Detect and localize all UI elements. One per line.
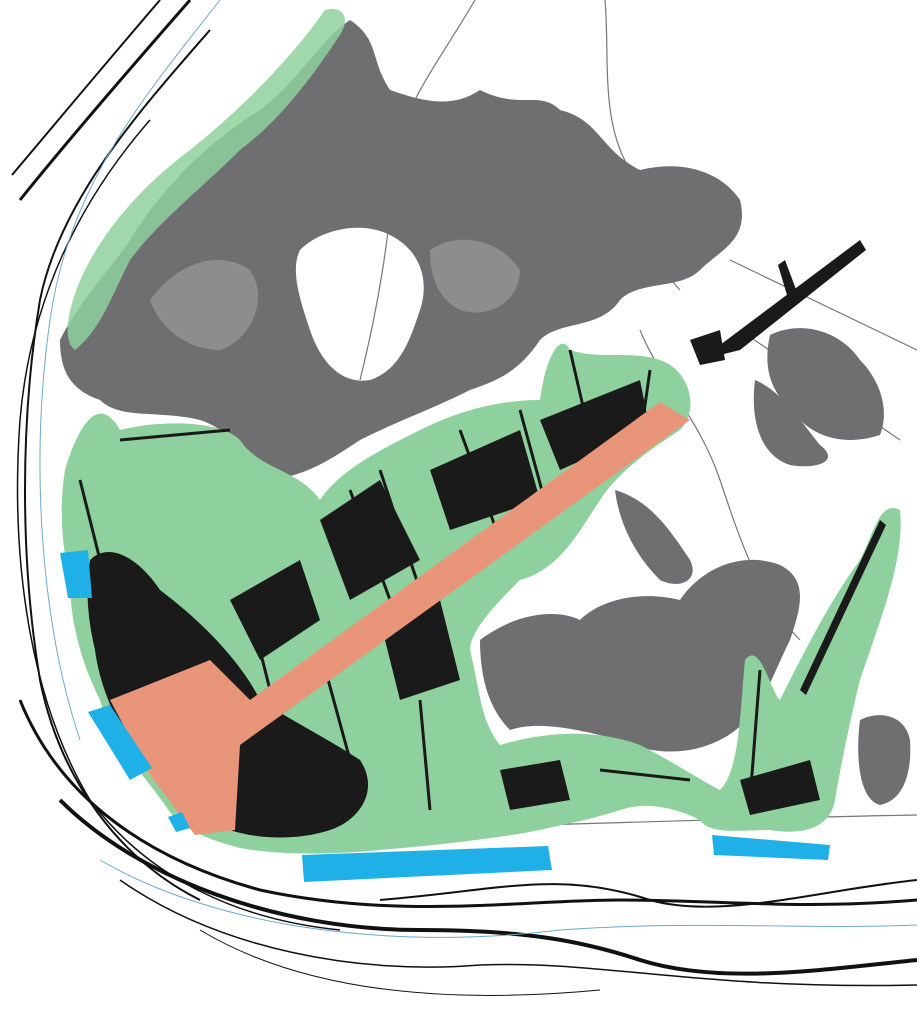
- track: [119, 879, 917, 987]
- forest-area: [753, 380, 829, 467]
- blue-zone: [60, 550, 92, 598]
- forest-area: [767, 328, 884, 440]
- blue-zone: [88, 705, 152, 780]
- forest-light: [150, 239, 520, 350]
- track: [18, 0, 192, 201]
- building-block: [380, 600, 820, 815]
- forest-area: [150, 260, 259, 350]
- building-row: [800, 520, 886, 695]
- building-block: [230, 380, 650, 660]
- road: [729, 259, 917, 351]
- axis-zone: [110, 402, 690, 835]
- building-row: [690, 240, 866, 365]
- main-axis: [110, 402, 690, 835]
- forest-area: [480, 559, 800, 752]
- green-strip: [67, 9, 345, 351]
- blue-zone: [302, 846, 552, 882]
- blue-zone: [712, 835, 830, 860]
- track: [99, 859, 917, 938]
- track: [379, 879, 917, 908]
- forest-area: [615, 490, 693, 584]
- track: [11, 0, 161, 176]
- water-zones: [60, 550, 830, 882]
- tracks-blue: [39, 0, 917, 938]
- track: [39, 0, 221, 741]
- forest-area: [858, 715, 911, 805]
- track: [199, 929, 601, 996]
- blue-zone: [168, 812, 190, 832]
- forest-area: [430, 239, 520, 313]
